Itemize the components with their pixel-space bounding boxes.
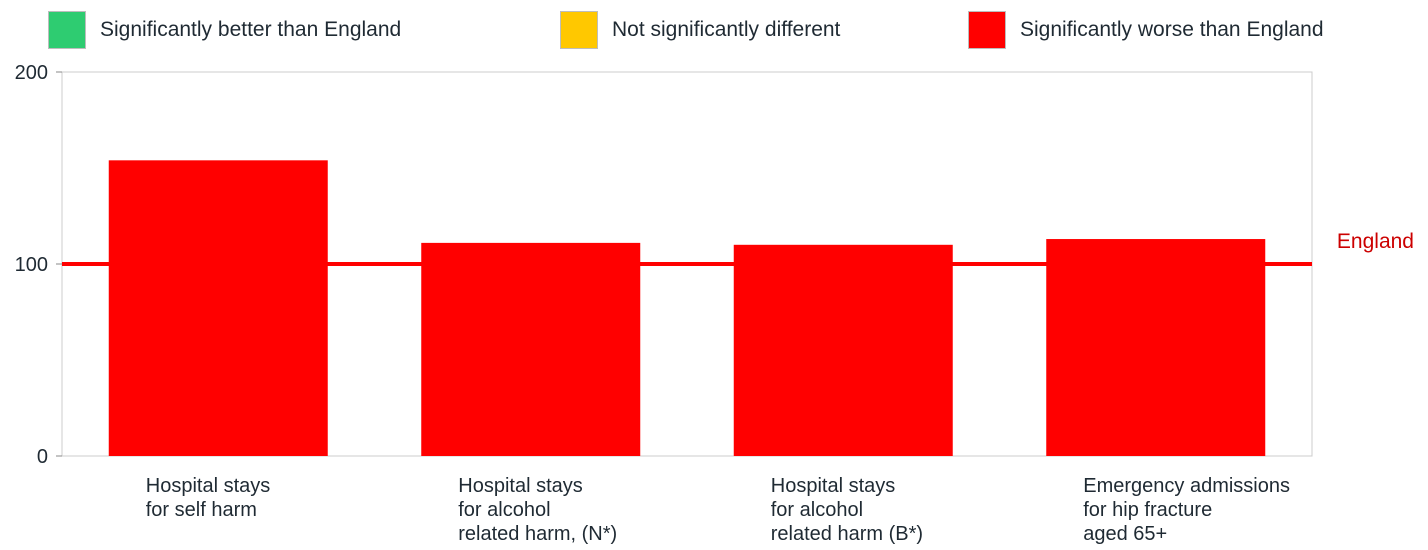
x-category-label: Emergency admissions for hip fracture aged… — [1083, 475, 1290, 545]
legend: Significantly better than England Not si… — [0, 10, 1428, 50]
y-tick-label: 200 — [15, 62, 48, 84]
legend-label-not-different: Not significantly different — [612, 18, 841, 41]
bar — [108, 160, 328, 456]
legend-item-not-different: Not significantly different — [560, 10, 840, 50]
x-category-label: Hospital stays for alcohol related harm, (… — [458, 475, 617, 545]
england-line-label: England — [1337, 230, 1414, 253]
x-category-label: Hospital stays for self harm — [146, 475, 271, 521]
legend-item-better: Significantly better than England — [48, 10, 401, 50]
legend-label-worse: Significantly worse than England — [1020, 18, 1324, 41]
bar — [421, 242, 641, 456]
y-tick-label: 0 — [37, 446, 48, 468]
legend-swatch-better — [48, 11, 86, 49]
bar — [1046, 239, 1266, 456]
y-tick-label: 100 — [15, 254, 48, 276]
legend-item-worse: Significantly worse than England — [968, 10, 1324, 50]
legend-swatch-worse — [968, 11, 1006, 49]
legend-label-better: Significantly better than England — [100, 18, 402, 41]
x-category-label: Hospital stays for alcohol related harm (B… — [771, 475, 923, 545]
legend-swatch-not-different — [560, 11, 598, 49]
bar — [733, 244, 953, 456]
